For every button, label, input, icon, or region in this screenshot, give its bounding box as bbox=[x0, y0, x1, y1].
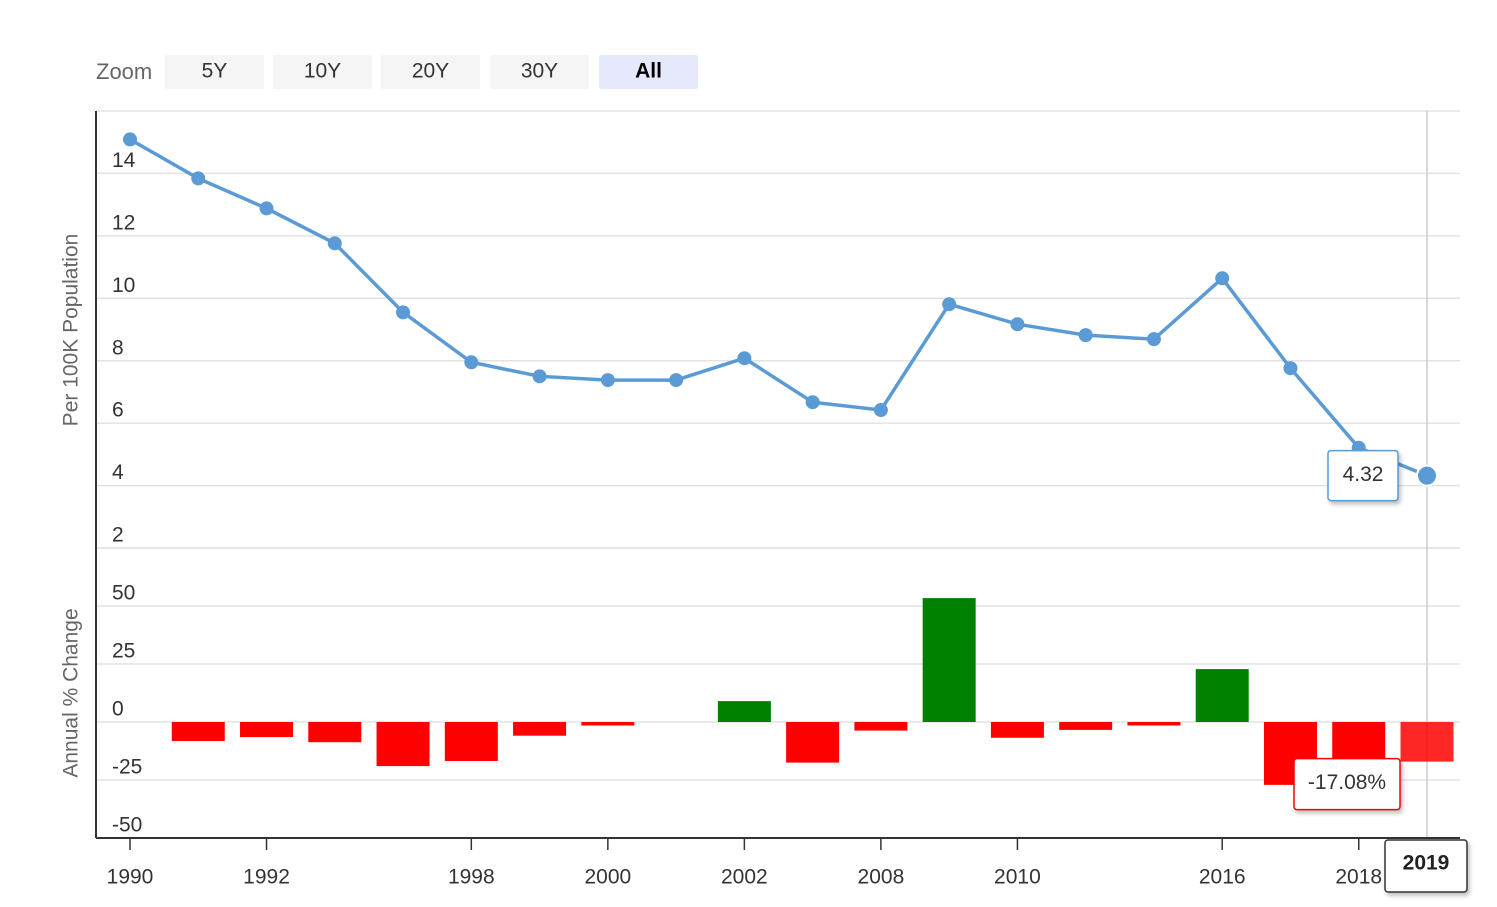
bar bbox=[513, 722, 567, 736]
x-tick-label: 2000 bbox=[584, 866, 631, 889]
x-tick-label: 2008 bbox=[858, 866, 905, 889]
tooltip bbox=[1327, 449, 1399, 502]
point bbox=[464, 355, 479, 370]
bar bbox=[1400, 722, 1454, 762]
y-tick-label: 8 bbox=[112, 336, 124, 359]
bar bbox=[376, 722, 430, 767]
bar bbox=[854, 722, 908, 731]
bar bbox=[1195, 669, 1249, 722]
x-tick-label: 2016 bbox=[1199, 866, 1246, 889]
point bbox=[1283, 361, 1298, 376]
x-tick-label: 2010 bbox=[994, 866, 1041, 889]
x-tick-label: 1992 bbox=[243, 866, 290, 889]
y-tick-label: 2 bbox=[112, 524, 124, 547]
x-tick-label: 2002 bbox=[721, 866, 768, 889]
tooltip bbox=[1293, 757, 1401, 811]
point bbox=[191, 171, 206, 186]
bar bbox=[444, 722, 498, 761]
point bbox=[327, 236, 342, 251]
zoom-label: Zoom bbox=[96, 59, 152, 84]
y-tick-label: 10 bbox=[112, 274, 135, 297]
bar bbox=[717, 701, 771, 722]
point bbox=[600, 373, 615, 388]
bar bbox=[171, 722, 225, 742]
zoom-button-label[interactable]: 20Y bbox=[412, 60, 449, 83]
point bbox=[1010, 317, 1025, 332]
point bbox=[1078, 328, 1093, 343]
bar bbox=[786, 722, 840, 763]
zoom-button-label[interactable]: All bbox=[635, 60, 662, 83]
zoom-button[interactable] bbox=[490, 55, 589, 89]
point bbox=[123, 132, 137, 147]
zoom-button[interactable] bbox=[273, 55, 372, 89]
point bbox=[1215, 271, 1230, 286]
point bbox=[396, 305, 411, 320]
zoom-button[interactable] bbox=[599, 55, 698, 89]
point bbox=[1416, 464, 1438, 487]
y-axis-title: Annual % Change bbox=[60, 608, 83, 777]
zoom-button-label[interactable]: 5Y bbox=[202, 60, 228, 83]
point bbox=[805, 395, 820, 410]
point bbox=[737, 351, 752, 366]
y-tick-label: 4 bbox=[112, 461, 124, 484]
point bbox=[259, 201, 274, 216]
point bbox=[1146, 332, 1161, 347]
y-tick-label: 6 bbox=[112, 399, 124, 422]
y-tick-label: 14 bbox=[112, 149, 136, 172]
x-tick-label: 1998 bbox=[448, 866, 495, 889]
tooltip-value: -17.08% bbox=[1308, 771, 1386, 794]
bar bbox=[922, 598, 976, 722]
line bbox=[129, 137, 1428, 478]
zoom-button[interactable] bbox=[381, 55, 480, 89]
x-tick-label: 1990 bbox=[107, 866, 154, 889]
y-tick-label: -25 bbox=[112, 756, 142, 779]
zoom-button-label[interactable]: 30Y bbox=[521, 60, 558, 83]
bar bbox=[240, 722, 294, 738]
zoom-button-label[interactable]: 10Y bbox=[304, 60, 341, 83]
x-tooltip bbox=[1384, 839, 1468, 893]
point bbox=[873, 403, 888, 418]
x-tooltip-label: 2019 bbox=[1403, 852, 1450, 875]
y-tick-label: 50 bbox=[112, 582, 135, 605]
point bbox=[532, 369, 547, 384]
tooltip-value: 4.32 bbox=[1343, 463, 1384, 486]
bar bbox=[1059, 722, 1113, 730]
y-tick-label: 25 bbox=[112, 640, 135, 663]
y-tick-label: -50 bbox=[112, 814, 142, 837]
y-tick-label: 12 bbox=[112, 211, 135, 234]
bar bbox=[581, 722, 635, 726]
x-tick-label: 2018 bbox=[1335, 866, 1382, 889]
point bbox=[942, 297, 957, 312]
bar bbox=[990, 722, 1044, 738]
bar bbox=[308, 722, 362, 743]
point bbox=[669, 373, 684, 388]
y-tick-label: 0 bbox=[112, 698, 124, 721]
y-axis-title: Per 100K Population bbox=[60, 234, 83, 427]
zoom-button[interactable] bbox=[165, 55, 264, 89]
bar bbox=[1127, 722, 1181, 726]
